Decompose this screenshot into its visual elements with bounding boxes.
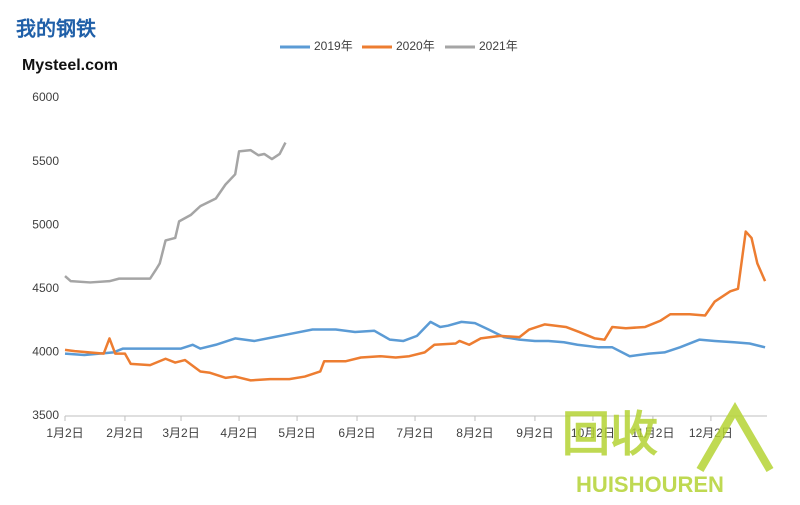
x-tick-label: 7月2日 bbox=[396, 426, 433, 440]
y-tick-label: 4500 bbox=[32, 281, 59, 295]
x-tick-label: 10月2日 bbox=[571, 426, 615, 440]
x-tick-label: 6月2日 bbox=[338, 426, 375, 440]
x-tick-label: 4月2日 bbox=[220, 426, 257, 440]
watermark-brand: HUISHOUREN bbox=[576, 472, 724, 497]
y-tick-label: 6000 bbox=[32, 90, 59, 104]
x-tick-label: 3月2日 bbox=[162, 426, 199, 440]
legend-label: 2019年 bbox=[314, 39, 353, 53]
y-tick-label: 5500 bbox=[32, 154, 59, 168]
logo: 我的钢铁 bbox=[16, 16, 96, 40]
legend-label: 2021年 bbox=[479, 39, 518, 53]
y-tick-label: 4000 bbox=[32, 345, 59, 359]
x-tick-label: 2月2日 bbox=[106, 426, 143, 440]
x-tick-label: 1月2日 bbox=[46, 426, 83, 440]
x-tick-label: 5月2日 bbox=[278, 426, 315, 440]
watermark-icon bbox=[696, 402, 774, 473]
series-line bbox=[64, 320, 766, 358]
y-tick-label: 3500 bbox=[32, 408, 59, 422]
watermark: 回收 bbox=[562, 409, 658, 462]
brand: Mysteel.com bbox=[22, 57, 118, 74]
y-tick-label: 5000 bbox=[32, 217, 59, 231]
x-tick-label: 8月2日 bbox=[456, 426, 493, 440]
legend-label: 2020年 bbox=[396, 39, 435, 53]
x-tick-label: 11月2日 bbox=[631, 426, 674, 440]
x-tick-label: 9月2日 bbox=[516, 426, 553, 440]
series-line bbox=[64, 141, 287, 284]
series-line bbox=[64, 230, 767, 382]
